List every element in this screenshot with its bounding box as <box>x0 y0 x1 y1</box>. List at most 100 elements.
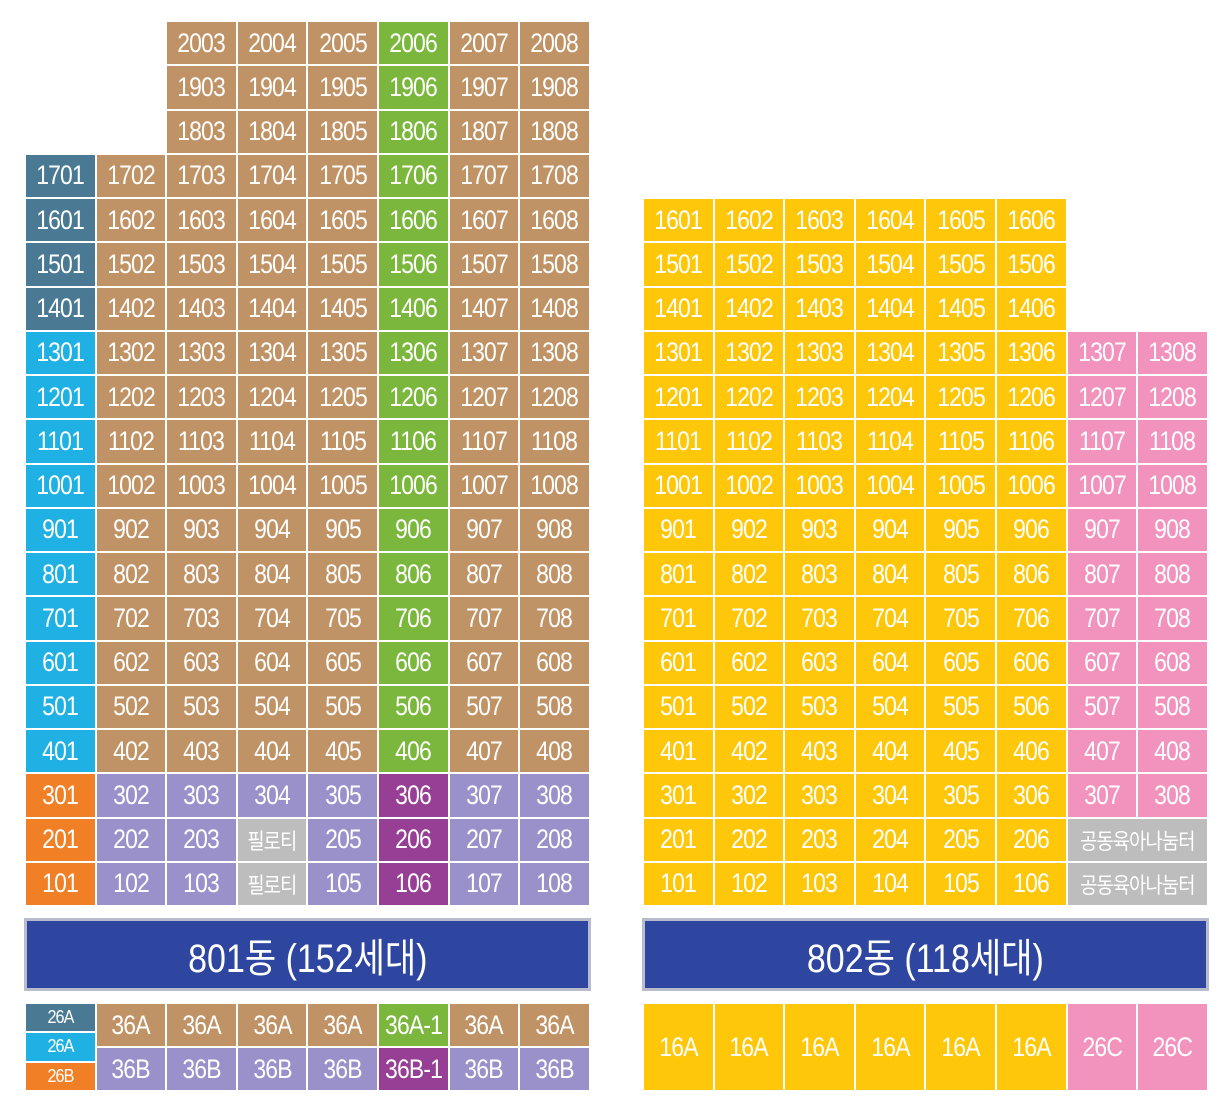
unit-cell: 205 <box>925 817 996 862</box>
type-cell: 36A <box>448 1003 520 1047</box>
unit-cell-label: 1702 <box>107 160 156 191</box>
unit-cell-label: 101 <box>42 868 79 899</box>
unit-cell: 1601 <box>25 198 96 243</box>
unit-cell-label: 1604 <box>866 204 915 235</box>
unit-cell: 808 <box>1137 552 1208 597</box>
unit-cell: 1503 <box>784 242 855 287</box>
unit-cell: 303 <box>166 773 237 818</box>
unit-cell-label: 505 <box>942 691 980 722</box>
unit-cell-label: 705 <box>942 602 980 633</box>
type-cell: 16A <box>784 1003 855 1091</box>
unit-cell-label: 708 <box>1154 602 1192 633</box>
unit-cell-label: 405 <box>324 735 362 766</box>
unit-cell-label: 603 <box>801 647 839 678</box>
unit-cell: 1602 <box>95 198 167 243</box>
unit-cell: 804 <box>854 552 926 597</box>
unit-cell-label: 106 <box>1013 868 1050 899</box>
unit-cell: 1202 <box>95 375 167 420</box>
unit-cell: 1308 <box>519 330 590 375</box>
unit-cell: 602 <box>713 640 785 685</box>
unit-cell-label: 206 <box>395 824 432 855</box>
unit-cell-label: 602 <box>731 647 768 678</box>
type-cell: 26B <box>25 1061 96 1091</box>
unit-cell: 1407 <box>448 286 520 331</box>
unit-cell-label: 801 <box>660 558 697 589</box>
unit-cell: 1103 <box>784 419 855 464</box>
unit-cell: 805 <box>925 552 996 597</box>
unit-cell: 501 <box>25 684 96 729</box>
unit-cell-label: 1507 <box>460 248 509 279</box>
unit-cell-label: 1308 <box>530 337 580 368</box>
unit-cell-label: 1606 <box>389 204 438 235</box>
unit-cell: 703 <box>784 596 855 641</box>
type-cell: 16A <box>643 1003 714 1091</box>
unit-cell: 907 <box>1066 507 1138 552</box>
unit-cell-label: 808 <box>1154 558 1192 589</box>
unit-cell-label: 1102 <box>725 425 773 456</box>
unit-cell: 203 <box>166 817 237 862</box>
unit-cell: 1803 <box>166 109 237 154</box>
unit-cell-label: 1108 <box>1149 425 1197 456</box>
type-cell-label: 26C <box>1082 1031 1122 1062</box>
type-cell-label: 26A <box>47 1007 74 1028</box>
unit-cell: 208 <box>519 817 590 862</box>
unit-cell: 1108 <box>519 419 590 464</box>
unit-cell: 1905 <box>307 65 378 110</box>
unit-cell: 2003 <box>166 21 237 66</box>
unit-cell-label: 1906 <box>389 71 438 102</box>
unit-cell-label: 1107 <box>1078 425 1126 456</box>
unit-cell: 공동육아나눔터 <box>1066 817 1208 862</box>
unit-cell: 704 <box>236 596 308 641</box>
unit-cell: 801 <box>25 552 96 597</box>
unit-cell-label: 1605 <box>318 204 368 235</box>
unit-cell-label: 1401 <box>36 293 85 324</box>
unit-cell: 701 <box>643 596 714 641</box>
unit-cell: 807 <box>1066 552 1138 597</box>
unit-cell-label: 404 <box>254 735 291 766</box>
unit-cell-label: 2004 <box>248 27 297 58</box>
unit-cell-label: 1201 <box>654 381 703 412</box>
unit-cell-label: 405 <box>942 735 980 766</box>
unit-cell: 601 <box>643 640 714 685</box>
unit-cell-label: 208 <box>536 824 574 855</box>
type-cell-label: 16A <box>729 1031 769 1062</box>
unit-cell-label: 1406 <box>389 293 438 324</box>
unit-cell: 604 <box>854 640 926 685</box>
unit-cell-label: 1807 <box>460 116 509 147</box>
unit-cell: 308 <box>519 773 590 818</box>
unit-cell: 705 <box>307 596 378 641</box>
type-cell-label: 36A <box>535 1009 574 1040</box>
unit-cell-label: 1603 <box>795 204 845 235</box>
unit-cell: 1502 <box>95 242 167 287</box>
unit-cell: 1305 <box>307 330 378 375</box>
unit-cell: 503 <box>784 684 855 729</box>
unit-cell: 702 <box>713 596 785 641</box>
unit-cell: 1603 <box>784 198 855 243</box>
unit-cell-label: 1508 <box>530 248 580 279</box>
unit-cell: 1404 <box>236 286 308 331</box>
unit-cell: 801 <box>643 552 714 597</box>
unit-cell-label: 501 <box>660 691 697 722</box>
unit-cell-label: 704 <box>872 602 909 633</box>
building-802-label: 802동 (118세대) <box>807 936 1044 981</box>
unit-cell-label: 402 <box>731 735 768 766</box>
unit-cell-label: 807 <box>466 558 503 589</box>
unit-cell-label: 1001 <box>654 470 703 501</box>
unit-cell: 804 <box>236 552 308 597</box>
unit-cell: 201 <box>643 817 714 862</box>
unit-cell-label: 804 <box>254 558 291 589</box>
unit-cell-label: 1303 <box>795 337 845 368</box>
unit-cell-label: 905 <box>942 514 980 545</box>
unit-cell: 1007 <box>448 463 520 508</box>
unit-cell: 1104 <box>854 419 926 464</box>
unit-cell: 506 <box>378 684 449 729</box>
unit-cell: 1106 <box>378 419 449 464</box>
unit-cell: 1402 <box>713 286 785 331</box>
unit-cell-label: 205 <box>942 824 980 855</box>
type-cell-label: 26C <box>1152 1031 1193 1062</box>
unit-cell: 1005 <box>925 463 996 508</box>
unit-cell-label: 1907 <box>460 71 509 102</box>
type-cell-label: 36A <box>182 1009 221 1040</box>
unit-cell-label: 1108 <box>531 425 579 456</box>
unit-cell: 1201 <box>25 375 96 420</box>
